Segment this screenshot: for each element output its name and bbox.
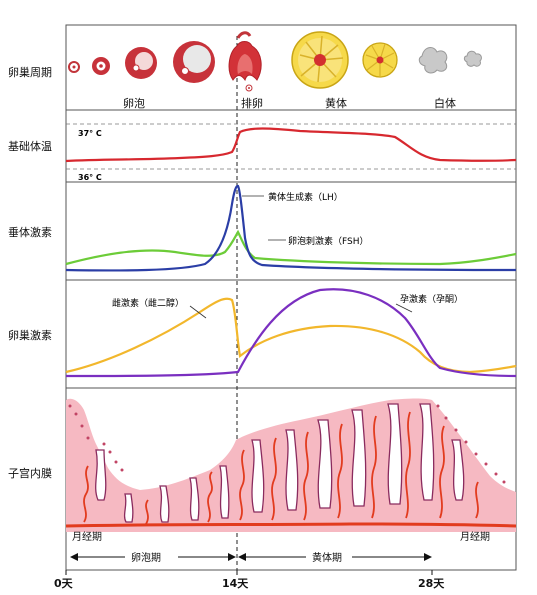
basal-vessel bbox=[65, 522, 517, 528]
follicle-mature bbox=[173, 41, 215, 83]
corpus-albicans-small bbox=[463, 50, 482, 67]
label-luteal-phase: 黄体期 bbox=[312, 551, 342, 564]
follicular-arrow-left-head bbox=[70, 553, 78, 561]
phase-arrows bbox=[70, 553, 432, 561]
temperature-panel: 37° C 36° C bbox=[65, 123, 517, 182]
estrogen-label: 雌激素（雌二醇） bbox=[112, 297, 184, 309]
follicle-primordial bbox=[68, 61, 80, 73]
day-28-label: 28天 bbox=[418, 577, 445, 590]
artery-5 bbox=[271, 437, 277, 521]
row-label-ovarian-hormone: 卵巢激素 bbox=[8, 328, 52, 342]
artery-8 bbox=[371, 415, 377, 519]
pituitary-panel: 黄体生成素（LH） 卵泡刺激素（FSH） bbox=[65, 184, 517, 272]
endometrial-glands bbox=[95, 403, 465, 523]
spiral-arteries bbox=[83, 411, 479, 525]
gland-7 bbox=[285, 429, 299, 511]
label-follicular-phase: 卵泡期 bbox=[131, 551, 161, 564]
artery-1 bbox=[83, 465, 89, 523]
gland-2 bbox=[123, 493, 134, 523]
lh-label: 黄体生成素（LH） bbox=[268, 191, 343, 203]
artery-6 bbox=[303, 431, 309, 521]
label-menses-start: 月经期 bbox=[72, 530, 102, 543]
row-label-basal-temp: 基础体温 bbox=[8, 139, 52, 153]
follicular-arrow-right-head bbox=[228, 553, 236, 561]
gland-6 bbox=[251, 439, 265, 513]
artery-3 bbox=[207, 471, 213, 523]
fsh-curve bbox=[65, 229, 517, 266]
luteal-arrow-right-head bbox=[424, 553, 432, 561]
gland-11 bbox=[419, 403, 435, 501]
gland-10 bbox=[387, 403, 403, 505]
artery-9 bbox=[405, 411, 411, 519]
progesterone-label: 孕激素（孕酮） bbox=[400, 293, 463, 305]
estrogen-leader-line bbox=[189, 305, 207, 319]
corpus-luteum-small bbox=[362, 42, 398, 78]
progesterone-curve bbox=[65, 288, 517, 378]
lh-curve bbox=[65, 184, 517, 272]
corpus-albicans-large bbox=[418, 47, 448, 74]
label-menses-end: 月经期 bbox=[460, 530, 490, 543]
fsh-label: 卵泡刺激素（FSH） bbox=[288, 235, 369, 247]
label-follicle: 卵泡 bbox=[123, 96, 145, 110]
day-0-label: 0天 bbox=[54, 577, 74, 590]
artery-4 bbox=[239, 449, 245, 521]
gland-1 bbox=[95, 449, 107, 501]
artery-11 bbox=[475, 481, 479, 519]
ruptured-follicle bbox=[228, 31, 262, 92]
luteal-arrow-left-head bbox=[238, 553, 246, 561]
row-label-ovarian-cycle: 卵巢周期 bbox=[8, 66, 52, 79]
row-label-pituitary: 垂体激素 bbox=[8, 225, 52, 239]
day-ticks bbox=[65, 570, 433, 575]
temp-label-36: 36° C bbox=[78, 173, 102, 182]
day-14-label: 14天 bbox=[222, 577, 249, 590]
menstrual-shedding-dots bbox=[68, 404, 506, 484]
artery-2 bbox=[145, 499, 149, 525]
panel-frame bbox=[65, 24, 517, 571]
label-ovulation: 排卵 bbox=[241, 96, 263, 110]
gland-4 bbox=[189, 477, 200, 521]
estrogen-curve bbox=[65, 297, 517, 374]
ovary-illustrations bbox=[68, 31, 482, 92]
row-label-endometrium: 子宫内膜 bbox=[8, 466, 52, 480]
gland-12 bbox=[451, 439, 465, 501]
label-corpus-albicans: 白体 bbox=[434, 96, 456, 110]
gland-5 bbox=[219, 465, 230, 519]
basal-temperature-curve bbox=[65, 127, 517, 163]
gland-3 bbox=[159, 485, 170, 523]
gland-9 bbox=[351, 409, 367, 507]
artery-10 bbox=[439, 425, 445, 519]
frame-border bbox=[65, 24, 517, 571]
artery-7 bbox=[337, 423, 343, 519]
progesterone-leader-line bbox=[395, 303, 413, 313]
temp-label-37: 37° C bbox=[78, 129, 102, 138]
endometrium-panel bbox=[65, 398, 517, 532]
label-corpus-luteum: 黄体 bbox=[325, 96, 347, 110]
gland-8 bbox=[317, 419, 333, 509]
follicle-primary bbox=[92, 57, 110, 75]
corpus-luteum-large bbox=[291, 31, 349, 89]
follicle-secondary bbox=[125, 47, 157, 79]
ovarian-hormone-panel: 雌激素（雌二醇） 孕激素（孕酮） bbox=[65, 288, 517, 378]
